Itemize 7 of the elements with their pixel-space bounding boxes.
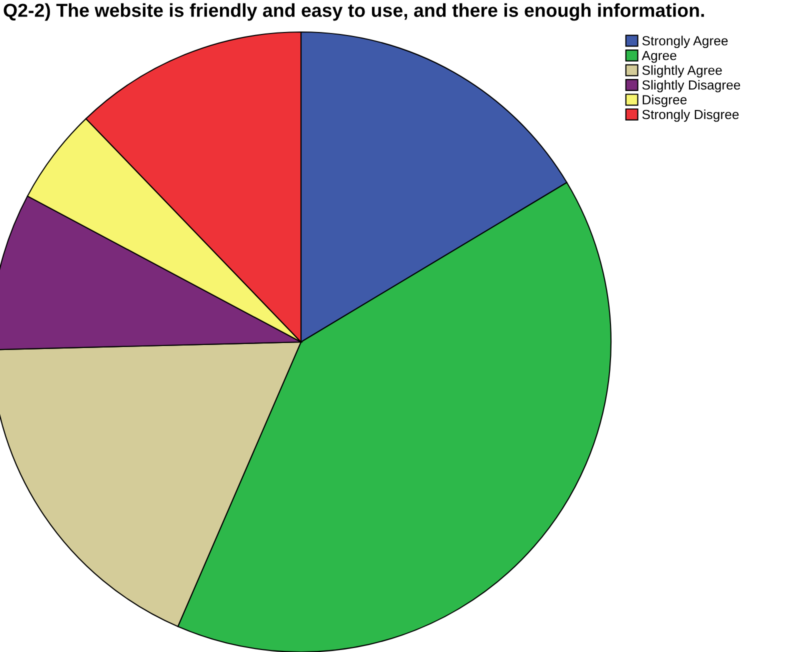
legend-label: Agree	[642, 50, 676, 63]
legend-label: Slightly Agree	[642, 65, 722, 78]
legend-label: Strongly Agree	[642, 36, 728, 48]
chart-title: Q2-2) The website is friendly and easy to use, and there is enough information.	[4, 3, 704, 21]
legend-label: Disgree	[642, 94, 687, 108]
legend-label: Slightly Disagree	[642, 80, 740, 92]
legend-label: Strongly Disgree	[642, 109, 739, 122]
